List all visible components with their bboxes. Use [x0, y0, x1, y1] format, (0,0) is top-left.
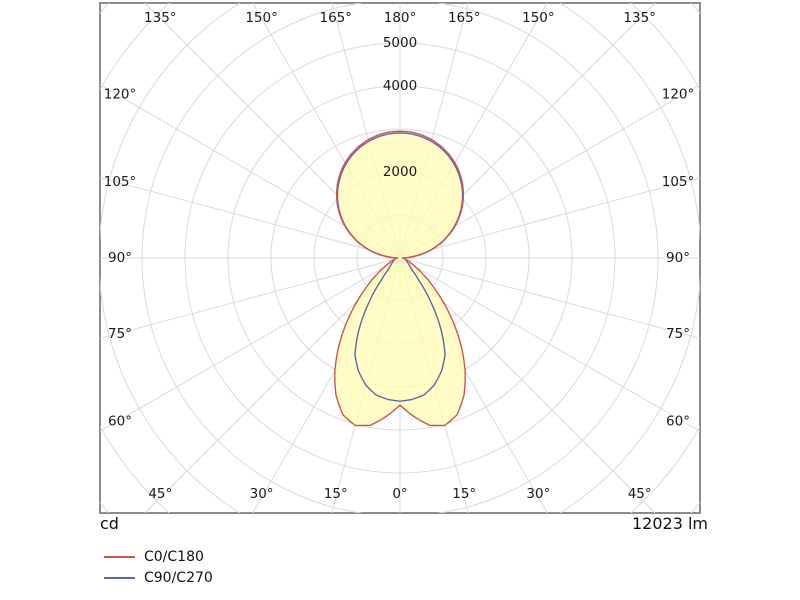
angle-gridline [100, 177, 401, 259]
angle-label: 150° [522, 10, 555, 26]
angle-label: 120° [662, 86, 695, 102]
radial-label: 4000 [383, 78, 417, 94]
angle-gridline [399, 177, 700, 259]
angle-label: 30° [526, 486, 550, 502]
angle-gridline [399, 257, 700, 432]
angle-label: 45° [148, 486, 172, 502]
luminous-flux-value: 12023 lm [631, 514, 708, 533]
angle-label: 15° [452, 486, 476, 502]
legend-item-c90-c270: C90/C270 [104, 567, 213, 588]
legend-swatch-c0-c180 [104, 555, 135, 558]
curve-c0-c180 [334, 130, 466, 427]
angle-label: 30° [250, 486, 274, 502]
angle-gridline [399, 257, 700, 339]
angle-label: 120° [104, 86, 137, 102]
ring-gridline [141, 3, 659, 513]
angle-gridline [100, 257, 401, 432]
intensity-curves [334, 130, 466, 427]
angle-label: 90° [666, 250, 690, 266]
angle-label: 165° [448, 10, 481, 26]
angle-label: 105° [104, 174, 137, 190]
angle-label: 15° [324, 486, 348, 502]
angle-label: 150° [245, 10, 278, 26]
legend-label-c0-c180: C0/C180 [144, 548, 204, 565]
radial-label: 2000 [383, 164, 417, 180]
legend-swatch-c90-c270 [104, 576, 135, 579]
angle-gridline [100, 257, 401, 339]
legend: C0/C180 C90/C270 [104, 546, 213, 588]
angle-label: 75° [108, 326, 132, 342]
angle-label: 60° [666, 414, 690, 430]
legend-label-c90-c270: C90/C270 [144, 569, 213, 586]
angle-label: 165° [320, 10, 353, 26]
angle-label: 135° [144, 10, 177, 26]
angle-label: 90° [108, 250, 132, 266]
legend-item-c0-c180: C0/C180 [104, 546, 213, 567]
radial-label: 5000 [383, 35, 417, 51]
unit-label: cd [100, 514, 119, 533]
angle-label: 135° [623, 10, 656, 26]
angle-label: 75° [666, 326, 690, 342]
angle-label: 180° [384, 10, 417, 26]
angle-label: 105° [662, 174, 695, 190]
intensity-fill [334, 131, 466, 426]
ring-gridline [184, 42, 616, 474]
angle-label: 0° [392, 486, 407, 502]
ring-gridline [227, 85, 573, 431]
angle-label: 60° [108, 414, 132, 430]
angle-label: 45° [628, 486, 652, 502]
